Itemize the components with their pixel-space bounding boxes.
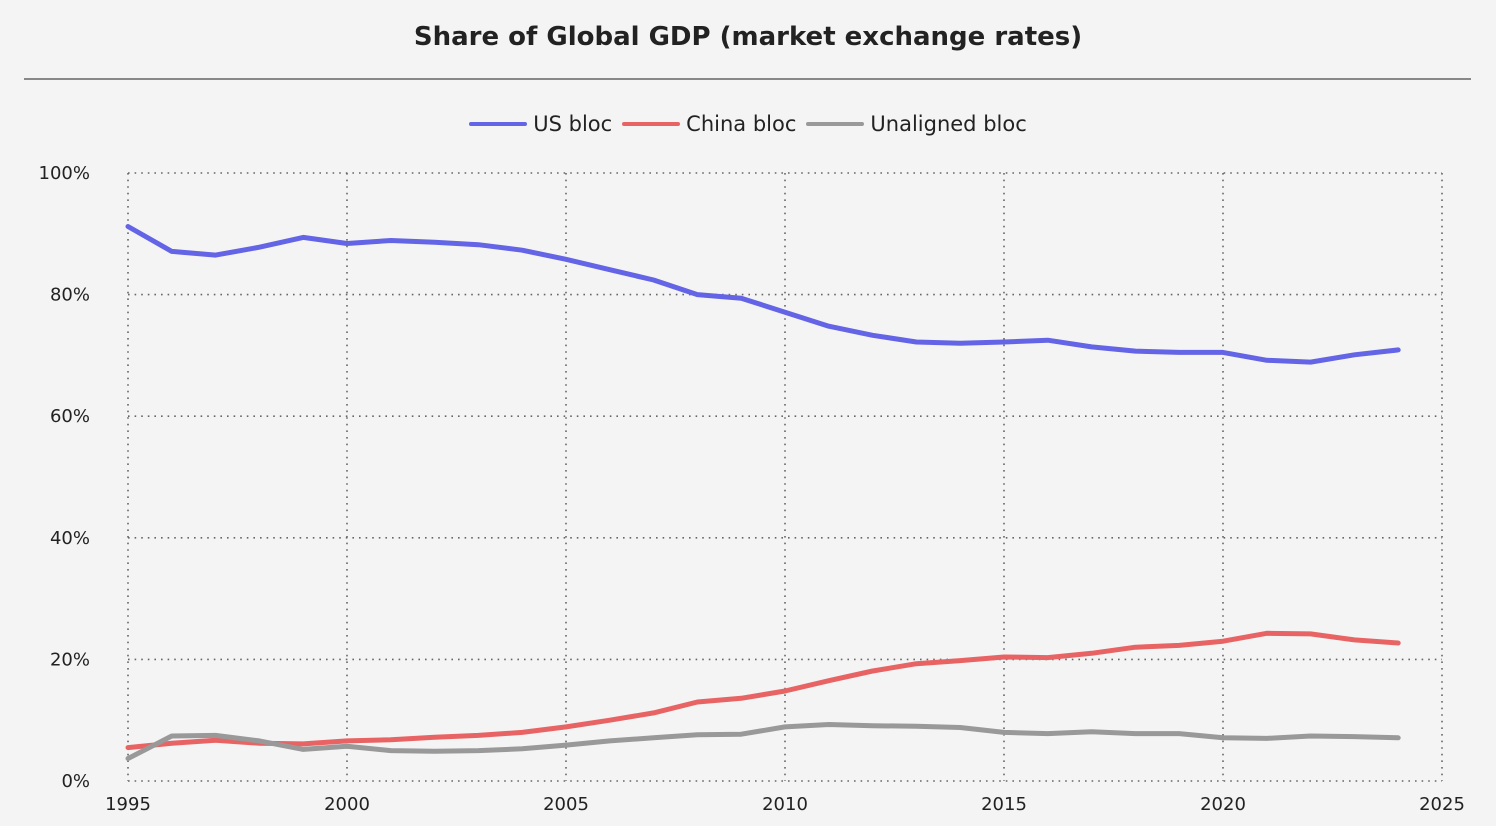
legend-item-china-bloc[interactable]: China bloc <box>622 112 796 136</box>
legend-label-unaligned-bloc: Unaligned bloc <box>870 112 1027 136</box>
legend-item-us-bloc[interactable]: US bloc <box>469 112 612 136</box>
grid <box>127 172 1443 782</box>
series-line-us-bloc[interactable] <box>125 224 1401 365</box>
x-tick-label: 2000 <box>324 794 370 815</box>
legend-label-us-bloc: US bloc <box>533 112 613 136</box>
series-line-unaligned-bloc[interactable] <box>125 722 1401 761</box>
y-tick-label: 60% <box>50 406 90 427</box>
y-tick-label: 0% <box>61 771 90 792</box>
axis-labels: 0% 20% 40% 60% 80% 100% 1995 2000 2005 2010 2015 20… <box>39 163 1465 815</box>
title-divider <box>24 78 1471 80</box>
y-tick-label: 40% <box>50 528 90 549</box>
x-tick-label: 1995 <box>105 794 151 815</box>
legend-label-china-bloc: China bloc <box>686 112 797 136</box>
legend-swatch-us-bloc <box>469 122 528 126</box>
y-tick-label: 100% <box>39 163 90 184</box>
y-tick-label: 80% <box>50 285 90 306</box>
x-tick-label: 2020 <box>1200 794 1246 815</box>
y-tick-label: 20% <box>50 649 90 670</box>
x-tick-label: 2005 <box>543 794 589 815</box>
chart-title: Share of Global GDP (market exchange rat… <box>413 22 1083 52</box>
legend-swatch-unaligned-bloc <box>806 122 865 126</box>
legend: US bloc China bloc Unaligned bloc <box>0 112 1496 136</box>
series-line-china-bloc[interactable] <box>125 630 1401 751</box>
legend-swatch-china-bloc <box>622 122 681 126</box>
legend-item-unaligned-bloc[interactable]: Unaligned bloc <box>806 112 1027 136</box>
x-tick-label: 2015 <box>981 794 1027 815</box>
x-tick-label: 2025 <box>1419 794 1465 815</box>
x-tick-label: 2010 <box>762 794 808 815</box>
series-lines <box>125 224 1401 761</box>
